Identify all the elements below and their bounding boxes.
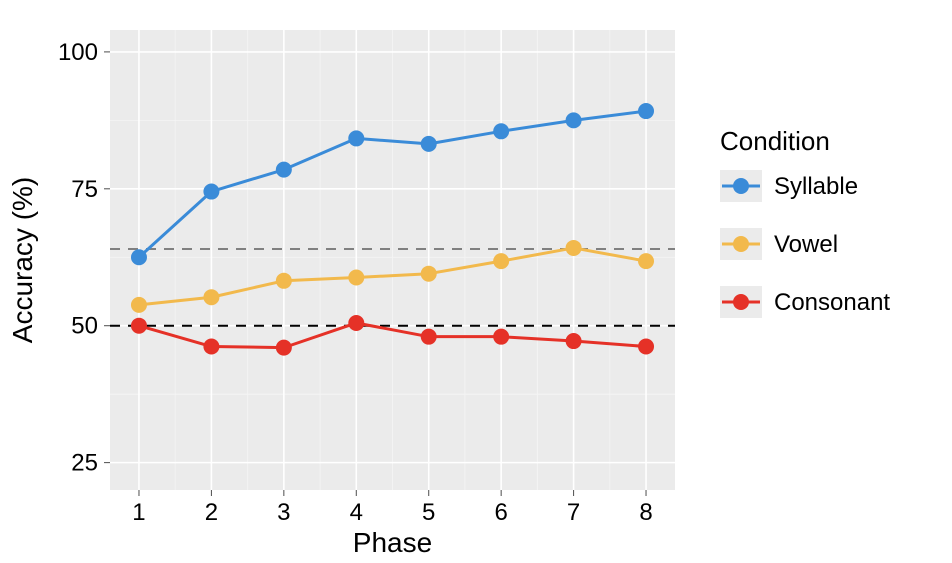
legend-label: Consonant [774, 289, 890, 316]
y-tick-label: 100 [58, 39, 98, 66]
series-point-syllable [203, 184, 219, 200]
series-point-syllable [131, 249, 147, 265]
x-tick-label: 5 [422, 499, 435, 526]
series-point-vowel [566, 240, 582, 256]
x-tick-label: 6 [494, 499, 507, 526]
x-axis-title: Phase [353, 527, 432, 558]
series-point-syllable [348, 130, 364, 146]
series-point-syllable [276, 162, 292, 178]
series-point-consonant [566, 333, 582, 349]
series-point-syllable [421, 136, 437, 152]
series-point-vowel [348, 270, 364, 286]
x-tick-label: 8 [639, 499, 652, 526]
y-tick-label: 25 [71, 450, 98, 477]
legend-title: Condition [720, 126, 830, 156]
x-tick-label: 3 [277, 499, 290, 526]
series-point-consonant [276, 340, 292, 356]
legend-label: Syllable [774, 173, 858, 200]
series-point-vowel [421, 266, 437, 282]
series-point-vowel [638, 253, 654, 269]
x-tick-label: 7 [567, 499, 580, 526]
series-point-vowel [493, 253, 509, 269]
legend-key-point [733, 294, 749, 310]
y-tick-label: 50 [71, 313, 98, 340]
series-point-consonant [203, 339, 219, 355]
series-point-consonant [493, 329, 509, 345]
legend-label: Vowel [774, 231, 838, 258]
x-tick-label: 4 [350, 499, 363, 526]
series-point-syllable [493, 123, 509, 139]
series-point-vowel [131, 297, 147, 313]
series-point-consonant [638, 339, 654, 355]
series-point-syllable [566, 112, 582, 128]
series-point-syllable [638, 103, 654, 119]
y-axis-title: Accuracy (%) [7, 177, 38, 343]
legend-key-point [733, 178, 749, 194]
series-point-consonant [421, 329, 437, 345]
series-point-vowel [276, 273, 292, 289]
series-point-consonant [348, 315, 364, 331]
x-tick-label: 2 [205, 499, 218, 526]
legend-key-point [733, 236, 749, 252]
accuracy-line-chart: 1 2 3 4 5 6 7 8 25 50 75 100 Phase Accuracy (%) Condit… [0, 0, 952, 563]
y-tick-label: 75 [71, 176, 98, 203]
x-tick-label: 1 [132, 499, 145, 526]
series-point-vowel [203, 289, 219, 305]
series-point-consonant [131, 318, 147, 334]
